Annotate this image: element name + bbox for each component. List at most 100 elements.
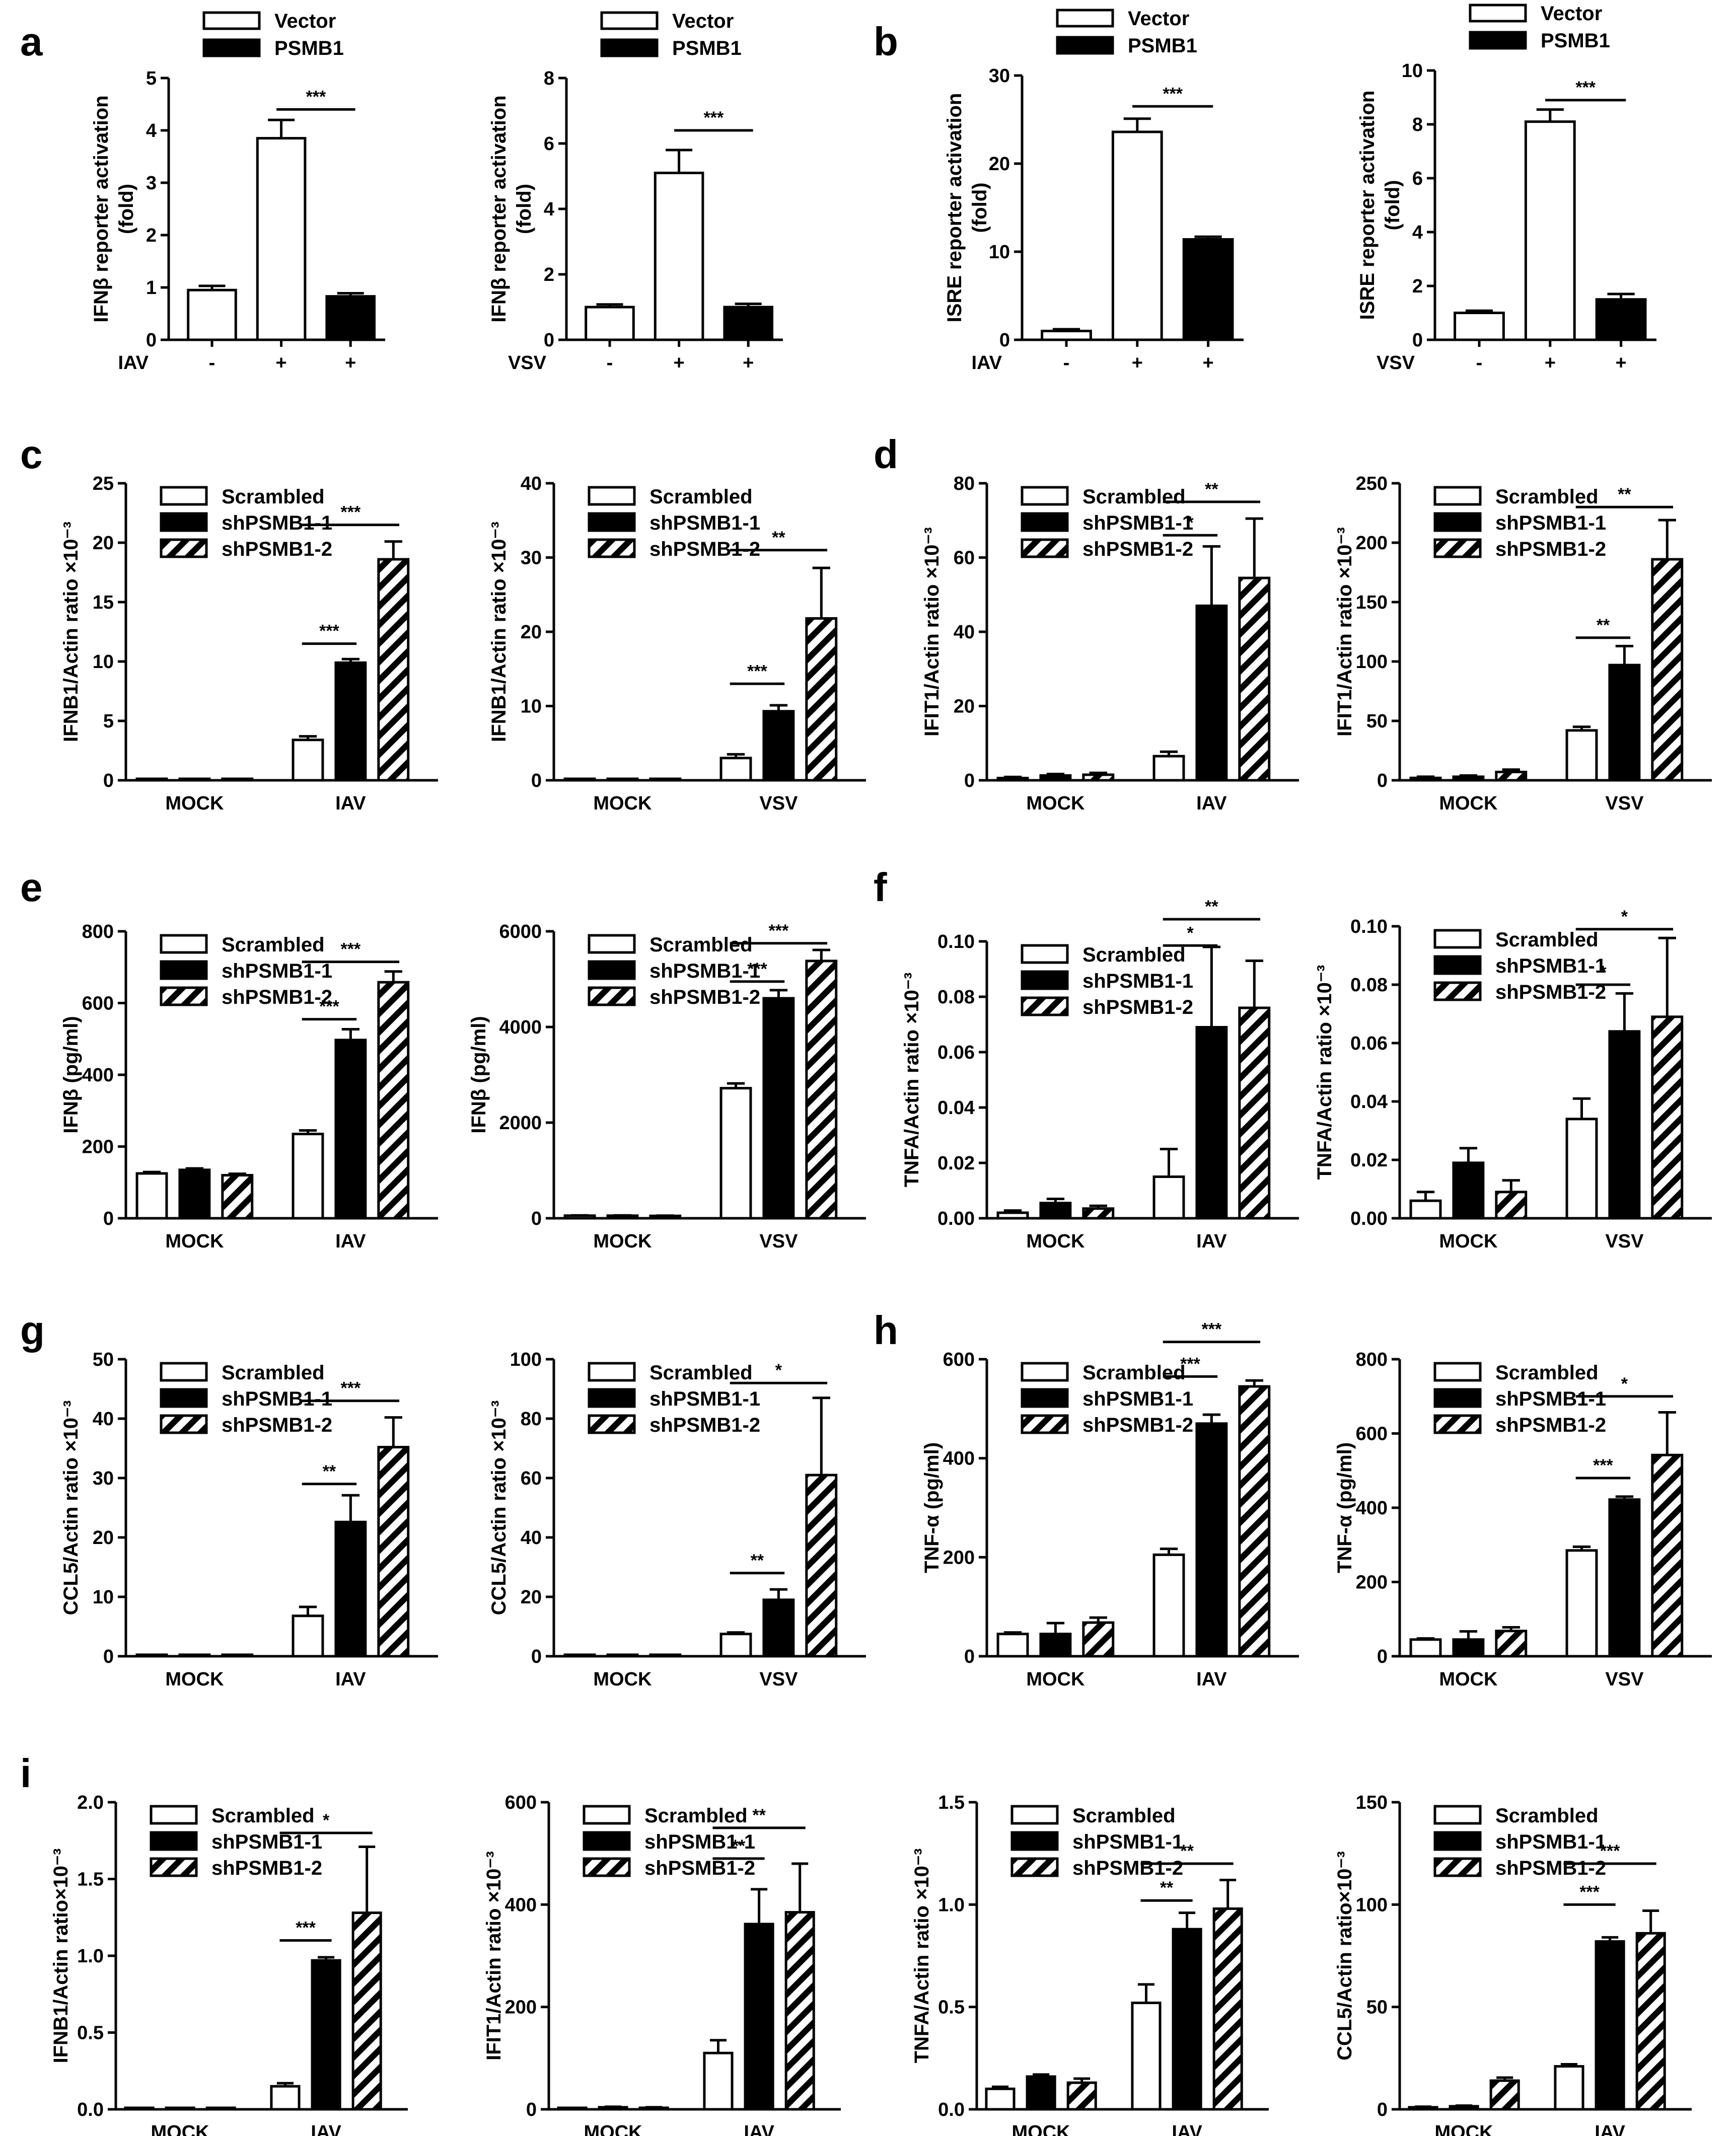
legend-swatch (583, 1857, 631, 1877)
legend-swatch (1021, 1362, 1069, 1382)
x-group-label: MOCK (165, 1669, 224, 1690)
bar (1195, 604, 1228, 782)
legend-entry: Scrambled (222, 486, 325, 508)
y-axis-label: (fold) (1382, 180, 1404, 231)
legend-swatch (1021, 486, 1069, 506)
legend-entry: Scrambled (1495, 1805, 1599, 1827)
significance-label: *** (747, 661, 767, 681)
x-group-label: IAV (1196, 793, 1227, 814)
y-axis-title: CCL5/Actin ratio ×10⁻³ (488, 1401, 510, 1615)
y-axis-title: IFNB1/Actin ratio×10⁻³ (50, 1849, 72, 2064)
legend-entry: shPSMB1-2 (1495, 538, 1606, 560)
legend-swatch (1021, 1388, 1069, 1408)
significance-label: *** (704, 108, 724, 127)
legend-swatch (1010, 1831, 1059, 1851)
y-tick-label: 40 (521, 1527, 542, 1549)
x-tick-label: + (1202, 352, 1213, 374)
bar (563, 777, 596, 782)
x-group-label: VSV (759, 1669, 798, 1690)
chart-1: a 0 1 2 3 4 5 IFNβ reporter activation (fold) - + +… (20, 10, 385, 374)
x-prefix-label: VSV (1377, 352, 1415, 374)
x-tick-label: - (607, 352, 613, 374)
y-tick-label: 15 (93, 592, 114, 613)
y-tick-label: 0 (964, 770, 975, 791)
bar (135, 1653, 168, 1658)
y-tick-label: 0 (1377, 1646, 1388, 1667)
significance-label: *** (1593, 1456, 1613, 1475)
y-tick-label: 200 (1356, 1572, 1388, 1593)
significance-label: ** (323, 1462, 336, 1481)
y-axis-title: CCL5/Actin ratio×10⁻³ (1334, 1851, 1356, 2060)
y-tick-label: 30 (521, 548, 542, 569)
y-tick-label: 400 (943, 1448, 975, 1469)
legend-swatch (588, 486, 636, 506)
x-tick-label: + (1132, 352, 1143, 374)
y-tick-label: 20 (954, 696, 975, 717)
y-tick-label: 6 (544, 133, 554, 155)
significance-label: *** (1202, 1320, 1222, 1339)
y-tick-label: 40 (954, 622, 975, 643)
y-tick-label: 100 (1356, 651, 1388, 673)
legend-entry: shPSMB1-1 (1082, 1388, 1193, 1410)
bar (334, 1520, 367, 1658)
legend-entry: shPSMB1-2 (222, 986, 332, 1008)
y-axis-label: IFIT1/Actin ratio ×10⁻³ (483, 1851, 505, 2060)
legend-swatch (202, 38, 261, 57)
chart-4: 0 2 4 6 8 10 ISRE reporter activation (fold) - + +… (1356, 3, 1656, 374)
chart-17: i 0.0 0.5 1.0 1.5 2.0 IFNB1/Actin ratio×10⁻³ MO… (20, 1751, 408, 2136)
y-tick-label: 10 (93, 651, 114, 673)
significance-label: ** (772, 528, 785, 547)
panel-label: h (874, 1308, 898, 1353)
y-tick-label: 30 (93, 1468, 114, 1489)
bar (1409, 1199, 1442, 1220)
bar (135, 777, 168, 782)
legend-swatch (1469, 4, 1527, 23)
y-axis-title: TNF-α (pg/ml) (1334, 1442, 1356, 1573)
chart-7: d 0 20 40 60 80 IFIT1/Actin ratio ×10⁻³ MOCK IAV… (874, 432, 1299, 814)
y-tick-label: 10 (989, 242, 1010, 263)
legend-swatch (150, 1805, 198, 1825)
y-axis-title: IFNβ reporter activation (fold) (90, 95, 137, 322)
significance-label: * (1621, 1374, 1628, 1393)
y-axis-label: CCL5/Actin ratio ×10⁻³ (488, 1401, 510, 1615)
bar (221, 1653, 254, 1658)
significance-label: ** (1205, 897, 1218, 916)
legend-entry: shPSMB1-1 (211, 1831, 322, 1853)
legend-entry: shPSMB1-1 (649, 1388, 760, 1410)
legend-entry: Scrambled (644, 1805, 748, 1827)
bar (1238, 1385, 1271, 1658)
bar (719, 1633, 752, 1658)
chart-19: 0.0 0.5 1.0 1.5 TNFA/Actin ratio ×10⁻³ MOCK IA… (911, 1792, 1269, 2136)
y-tick-label: 10 (1402, 60, 1423, 82)
x-tick-label: + (673, 352, 684, 374)
legend-entry: Scrambled (211, 1805, 315, 1827)
x-tick-label: + (743, 352, 754, 374)
legend-entry: Scrambled (1495, 929, 1599, 951)
y-axis-label: TNFA/Actin ratio ×10⁻³ (1314, 965, 1336, 1180)
y-tick-label: 40 (521, 473, 542, 494)
y-tick-label: 20 (93, 533, 114, 554)
bar (762, 710, 795, 782)
x-group-label: MOCK (151, 2122, 210, 2136)
legend-swatch (1056, 9, 1114, 28)
legend-entry: Vector (1541, 3, 1602, 25)
bar (1489, 2079, 1520, 2111)
legend-swatch (1433, 929, 1482, 949)
bar (563, 1214, 596, 1220)
legend-swatch (160, 486, 208, 506)
x-prefix-label: IAV (971, 352, 1002, 374)
legend-entry: PSMB1 (274, 37, 344, 59)
y-tick-label: 100 (510, 1349, 542, 1370)
bar (165, 2106, 195, 2111)
bar (1452, 1638, 1485, 1658)
y-tick-label: 0 (103, 770, 114, 791)
y-tick-label: 0.06 (937, 1042, 975, 1063)
legend-entry: Scrambled (649, 934, 753, 956)
y-tick-label: 0 (531, 1646, 542, 1667)
chart-3: b 0 10 20 30 ISRE reporter activation (fold) - +… (874, 8, 1244, 374)
bar (1182, 238, 1234, 341)
legend-entry: PSMB1 (672, 37, 742, 59)
y-tick-label: 6000 (499, 921, 542, 942)
bar (1152, 755, 1185, 782)
